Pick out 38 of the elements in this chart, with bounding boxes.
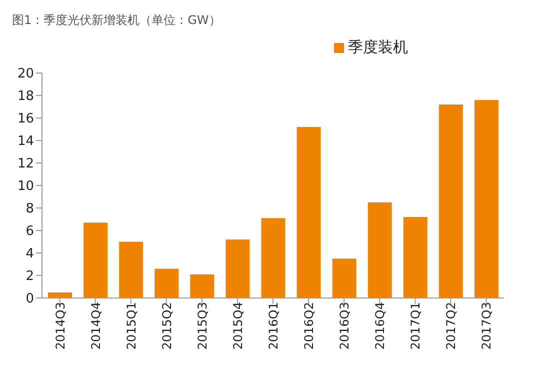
y-tick-label: 10 xyxy=(17,179,34,194)
x-tick-label: 2014Q3 xyxy=(53,302,68,350)
y-tick-label: 0 xyxy=(26,292,34,307)
x-tick-label: 2015Q3 xyxy=(195,302,210,350)
x-tick-label: 2015Q2 xyxy=(160,302,174,350)
x-tick-label: 2016Q1 xyxy=(266,302,281,350)
y-tick-label: 2 xyxy=(26,269,34,284)
bar xyxy=(190,274,214,298)
bar xyxy=(438,104,463,298)
x-tick-label: 2017Q2 xyxy=(444,302,458,350)
bar xyxy=(154,268,179,298)
bar xyxy=(332,258,356,298)
x-tick-label: 2017Q3 xyxy=(480,302,494,350)
bar xyxy=(119,242,144,298)
x-tick-label: 2014Q4 xyxy=(88,302,103,350)
y-tick-label: 18 xyxy=(17,89,34,104)
bar xyxy=(368,202,392,298)
bar xyxy=(226,240,250,298)
bar xyxy=(474,100,498,298)
y-tick-label: 20 xyxy=(17,66,34,82)
x-tick-label: 2016Q2 xyxy=(302,302,316,350)
x-tick-label: 2017Q1 xyxy=(408,302,423,350)
y-tick-label: 8 xyxy=(26,202,34,217)
chart-title: 图1：季度光伏新增装机（单位：GW） xyxy=(11,12,222,29)
legend-label: 季度装机 xyxy=(348,38,408,56)
x-tick-label: 2016Q3 xyxy=(338,302,352,350)
x-tick-label: 2016Q4 xyxy=(373,302,388,350)
bar xyxy=(296,127,321,298)
y-tick-label: 16 xyxy=(17,112,34,127)
y-tick-label: 12 xyxy=(17,156,34,172)
y-tick-label: 4 xyxy=(26,246,34,262)
bar xyxy=(403,217,428,298)
x-tick-label: 2015Q4 xyxy=(230,302,245,350)
y-tick-label: 6 xyxy=(26,224,34,240)
bar xyxy=(261,218,286,298)
x-tick-label: 2015Q1 xyxy=(124,302,138,350)
y-tick-label: 14 xyxy=(17,134,34,150)
bar xyxy=(84,222,108,298)
